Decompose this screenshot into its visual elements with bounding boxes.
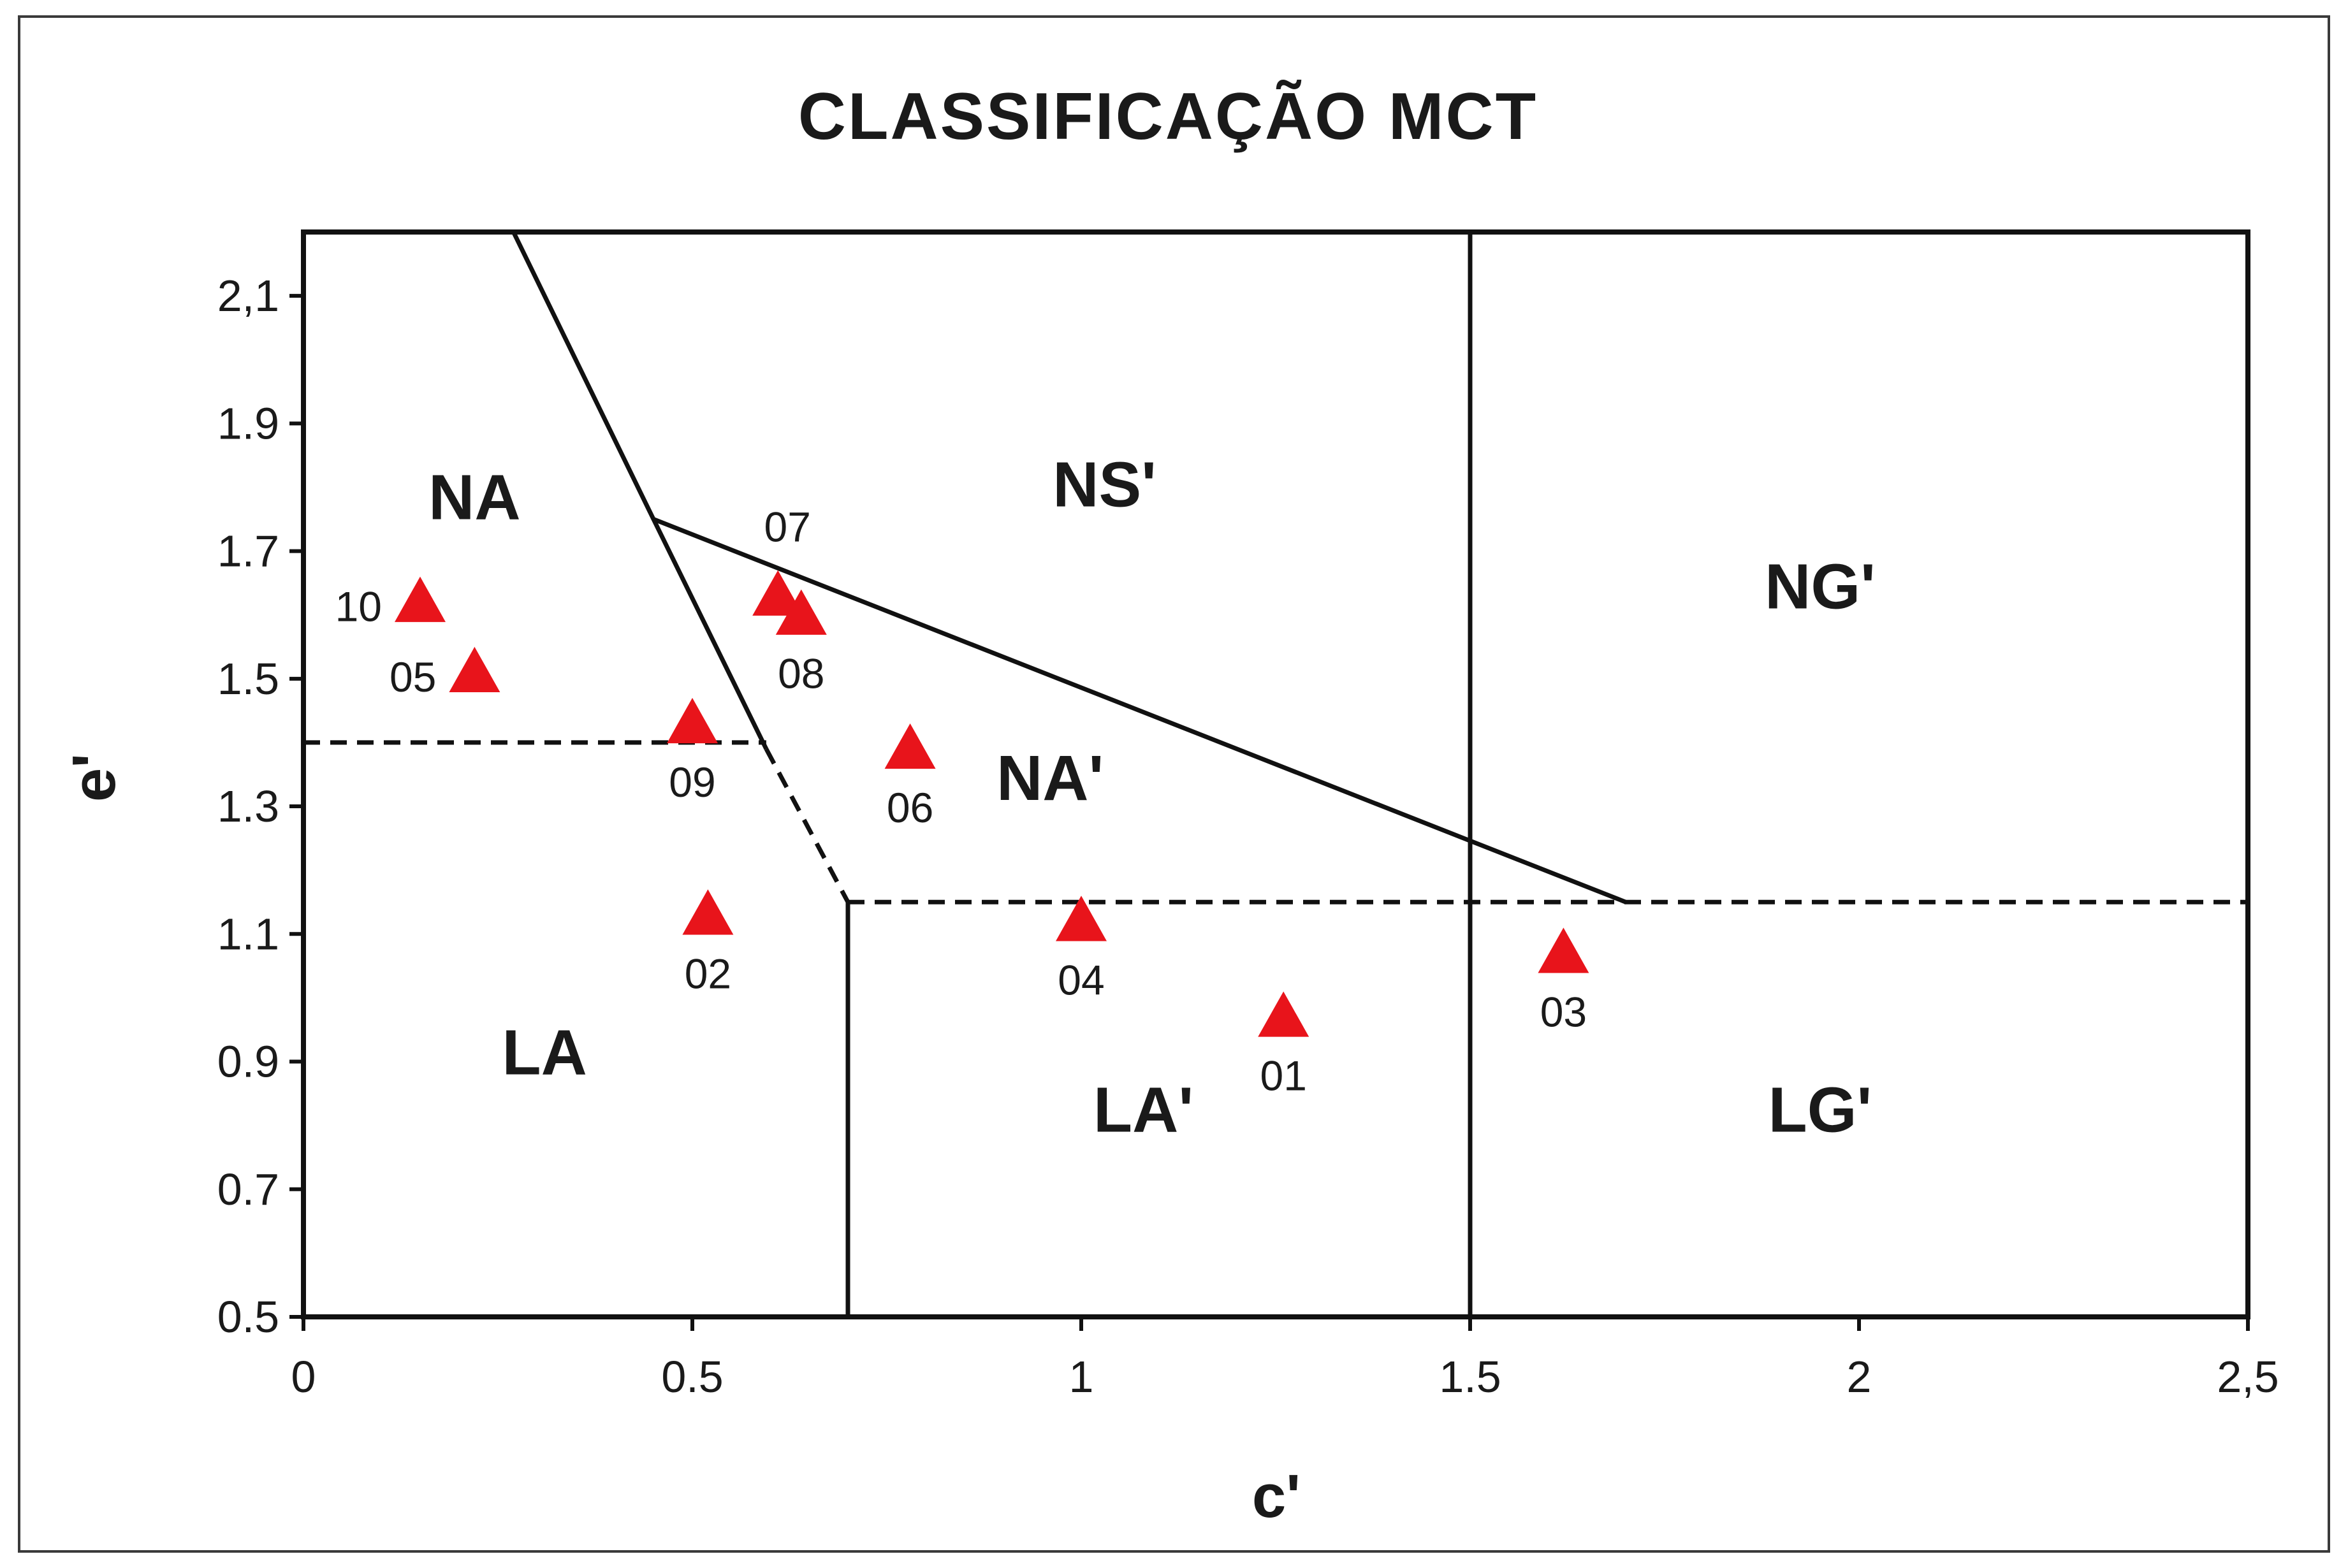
region-label: LG' [1768,1075,1872,1146]
data-point-label: 04 [1058,956,1104,1003]
x-tick-label: 2,5 [2217,1352,2279,1402]
data-point-marker [395,576,446,622]
y-tick-label: 0.7 [217,1165,279,1214]
chart-frame [18,15,2330,1553]
x-axis-title: c' [1252,1462,1301,1530]
y-tick-label: 1.7 [217,526,279,576]
y-tick-label: 1.9 [217,398,279,448]
region-label: NS' [1053,449,1156,521]
data-point-label: 05 [390,653,436,701]
axis-ticks: 0 0.5 1 1.5 2 2,50.50.70.91.11.31.51.71.92,1 [217,271,2279,1402]
data-point-marker [775,589,827,635]
data-point-marker [667,697,718,744]
y-tick-label: 1.3 [217,781,279,831]
data-point-marker [752,570,804,616]
data-point-marker [1538,927,1589,973]
data-point-marker [682,889,734,935]
region-boundaries [303,231,2248,1317]
data-point-marker [449,646,500,693]
x-tick-label: 2 [1847,1352,1872,1402]
region-label: LA [502,1017,587,1089]
data-point-marker [1258,991,1309,1037]
x-tick-label: 0.5 [661,1352,723,1402]
data-point-marker [1056,896,1107,941]
boundary-line-solid [511,231,769,750]
x-tick-label: 1.5 [1439,1352,1501,1402]
boundary-line-solid [652,517,1627,904]
x-tick-label: 0 [291,1352,316,1402]
region-label: NG' [1765,551,1876,623]
chart-title: CLASSIFICAÇÃO MCT [798,80,1538,154]
data-point-label: 10 [335,583,382,630]
data-point-label: 08 [778,650,824,697]
data-point-label: 01 [1260,1052,1306,1099]
region-label: LA' [1093,1075,1193,1146]
data-point-label: 07 [764,504,810,551]
data-point-label: 06 [887,784,933,831]
y-axis-title: e' [60,753,128,802]
plot-area [301,229,2250,1319]
y-tick-label: 1.1 [217,909,279,959]
x-tick-label: 1 [1069,1352,1094,1402]
y-tick-label: 1.5 [217,654,279,704]
data-point-label: 09 [669,759,715,806]
data-points: 01 02 03 04 05 06 07 08 09 10 [335,504,1589,1099]
data-point-label: 02 [685,950,731,997]
boundary-line-dashed [764,748,850,903]
region-labels: NA NS' NG' NA' LA LA' LG' [428,449,1876,1146]
data-point-marker [884,723,936,769]
y-tick-label: 0.5 [217,1292,279,1342]
y-tick-label: 0.9 [217,1037,279,1087]
y-tick-label: 2,1 [217,271,279,321]
region-label: NA' [996,743,1104,814]
data-point-label: 03 [1540,988,1587,1035]
region-label: NA [428,462,520,534]
